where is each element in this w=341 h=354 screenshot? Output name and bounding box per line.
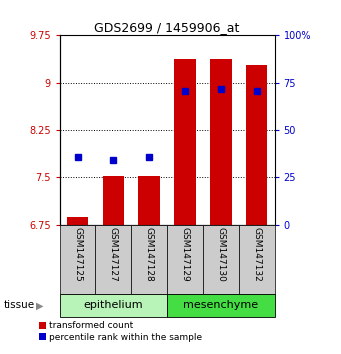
Title: GDS2699 / 1459906_at: GDS2699 / 1459906_at: [94, 21, 240, 34]
Bar: [131, 225, 167, 294]
Text: GSM147132: GSM147132: [252, 227, 261, 282]
Text: tissue: tissue: [3, 300, 34, 310]
Bar: [174, 59, 196, 225]
Text: GSM147129: GSM147129: [180, 227, 190, 282]
Text: GSM147125: GSM147125: [73, 227, 82, 282]
Bar: [210, 59, 232, 225]
Bar: [60, 294, 167, 317]
Text: ▶: ▶: [36, 300, 43, 310]
Bar: [95, 225, 131, 294]
Text: GSM147130: GSM147130: [216, 227, 225, 282]
Text: epithelium: epithelium: [84, 300, 143, 310]
Bar: [103, 176, 124, 225]
Bar: [246, 65, 267, 225]
Bar: [167, 225, 203, 294]
Bar: [60, 225, 95, 294]
Text: GSM147128: GSM147128: [145, 227, 154, 282]
Bar: [167, 294, 275, 317]
Text: mesenchyme: mesenchyme: [183, 300, 258, 310]
Bar: [203, 225, 239, 294]
Text: GSM147127: GSM147127: [109, 227, 118, 282]
Bar: [138, 176, 160, 225]
Bar: [239, 225, 275, 294]
Legend: transformed count, percentile rank within the sample: transformed count, percentile rank withi…: [39, 321, 203, 342]
Bar: [67, 217, 88, 225]
